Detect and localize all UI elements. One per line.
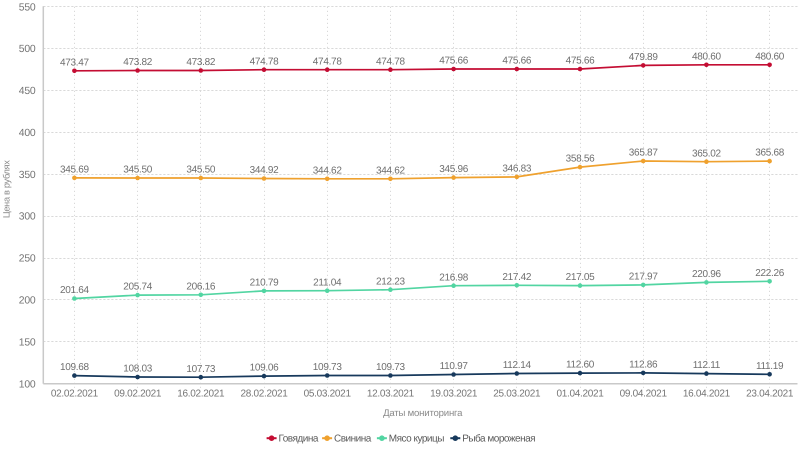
svg-text:112.86: 112.86 bbox=[629, 360, 658, 371]
svg-text:365.68: 365.68 bbox=[755, 148, 785, 159]
svg-text:19.03.2021: 19.03.2021 bbox=[430, 389, 478, 400]
svg-text:220.96: 220.96 bbox=[692, 269, 722, 280]
svg-text:205.74: 205.74 bbox=[123, 282, 153, 293]
svg-text:479.89: 479.89 bbox=[629, 52, 659, 63]
svg-text:217.97: 217.97 bbox=[629, 272, 659, 283]
svg-text:500: 500 bbox=[19, 44, 36, 55]
svg-text:100: 100 bbox=[19, 379, 36, 390]
svg-text:09.02.2021: 09.02.2021 bbox=[114, 389, 162, 400]
svg-text:110.97: 110.97 bbox=[440, 361, 469, 372]
svg-text:345.50: 345.50 bbox=[186, 165, 216, 176]
svg-text:201.64: 201.64 bbox=[60, 285, 90, 296]
svg-text:109.73: 109.73 bbox=[313, 362, 343, 373]
svg-text:Свинина: Свинина bbox=[334, 434, 372, 445]
svg-text:Даты мониторинга: Даты мониторинга bbox=[383, 408, 463, 419]
svg-text:111.19: 111.19 bbox=[756, 361, 784, 372]
svg-text:346.83: 346.83 bbox=[502, 164, 532, 175]
svg-text:Мясо курицы: Мясо курицы bbox=[389, 434, 444, 445]
svg-text:365.87: 365.87 bbox=[629, 148, 659, 159]
svg-text:212.23: 212.23 bbox=[376, 276, 406, 287]
svg-text:344.62: 344.62 bbox=[313, 165, 343, 176]
svg-text:345.69: 345.69 bbox=[60, 165, 90, 176]
svg-text:16.04.2021: 16.04.2021 bbox=[683, 389, 731, 400]
svg-text:474.78: 474.78 bbox=[313, 56, 343, 67]
svg-text:400: 400 bbox=[19, 128, 36, 139]
svg-text:109.06: 109.06 bbox=[250, 363, 280, 374]
svg-text:206.16: 206.16 bbox=[186, 281, 216, 292]
svg-text:474.78: 474.78 bbox=[250, 56, 280, 67]
svg-text:01.04.2021: 01.04.2021 bbox=[556, 389, 604, 400]
svg-text:300: 300 bbox=[19, 212, 36, 223]
svg-text:109.73: 109.73 bbox=[376, 362, 406, 373]
svg-text:28.02.2021: 28.02.2021 bbox=[240, 389, 288, 400]
svg-text:365.02: 365.02 bbox=[692, 148, 722, 159]
svg-text:217.42: 217.42 bbox=[502, 272, 532, 283]
svg-text:Рыба мороженая: Рыба мороженая bbox=[462, 434, 535, 445]
svg-text:222.26: 222.26 bbox=[755, 268, 785, 279]
svg-text:550: 550 bbox=[19, 2, 36, 13]
svg-text:25.03.2021: 25.03.2021 bbox=[493, 389, 541, 400]
svg-text:107.73: 107.73 bbox=[186, 364, 216, 375]
svg-text:344.92: 344.92 bbox=[250, 165, 280, 176]
svg-text:474.78: 474.78 bbox=[376, 56, 406, 67]
svg-text:475.66: 475.66 bbox=[566, 56, 596, 67]
svg-text:473.82: 473.82 bbox=[123, 57, 153, 68]
svg-text:211.04: 211.04 bbox=[313, 277, 342, 288]
svg-text:250: 250 bbox=[19, 254, 36, 265]
svg-text:16.02.2021: 16.02.2021 bbox=[177, 389, 225, 400]
svg-text:112.60: 112.60 bbox=[566, 360, 595, 371]
svg-text:473.82: 473.82 bbox=[186, 57, 216, 68]
svg-text:358.56: 358.56 bbox=[566, 154, 596, 165]
svg-text:210.79: 210.79 bbox=[250, 278, 280, 289]
svg-text:Говядина: Говядина bbox=[279, 434, 319, 445]
svg-text:109.68: 109.68 bbox=[60, 362, 90, 373]
svg-text:Цена в рублях: Цена в рублях bbox=[2, 160, 12, 218]
svg-text:112.11: 112.11 bbox=[693, 360, 721, 371]
svg-text:12.03.2021: 12.03.2021 bbox=[367, 389, 415, 400]
svg-text:200: 200 bbox=[19, 296, 36, 307]
svg-text:350: 350 bbox=[19, 170, 36, 181]
svg-text:480.60: 480.60 bbox=[692, 51, 722, 62]
svg-text:216.98: 216.98 bbox=[439, 272, 469, 283]
svg-text:108.03: 108.03 bbox=[123, 364, 153, 375]
svg-text:344.62: 344.62 bbox=[376, 165, 406, 176]
svg-text:345.96: 345.96 bbox=[439, 164, 469, 175]
svg-text:450: 450 bbox=[19, 86, 36, 97]
svg-text:217.05: 217.05 bbox=[566, 272, 596, 283]
svg-text:473.47: 473.47 bbox=[60, 57, 90, 68]
svg-text:480.60: 480.60 bbox=[755, 51, 785, 62]
svg-text:02.02.2021: 02.02.2021 bbox=[51, 389, 99, 400]
svg-text:475.66: 475.66 bbox=[502, 56, 532, 67]
svg-text:150: 150 bbox=[19, 337, 36, 348]
svg-text:23.04.2021: 23.04.2021 bbox=[746, 389, 794, 400]
svg-text:09.04.2021: 09.04.2021 bbox=[620, 389, 668, 400]
svg-text:345.50: 345.50 bbox=[123, 165, 153, 176]
svg-text:05.03.2021: 05.03.2021 bbox=[304, 389, 352, 400]
svg-text:112.14: 112.14 bbox=[503, 360, 532, 371]
svg-text:475.66: 475.66 bbox=[439, 56, 469, 67]
